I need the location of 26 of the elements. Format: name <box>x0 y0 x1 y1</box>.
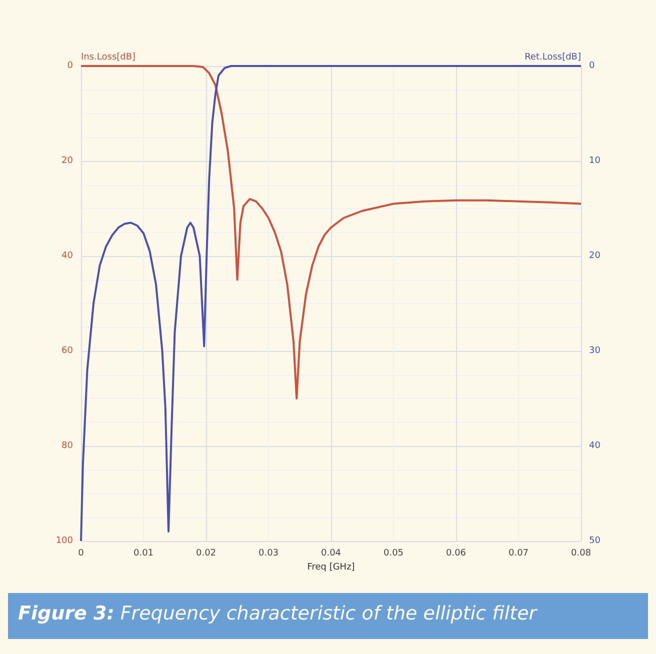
y-tick-label: 80 <box>62 441 74 451</box>
y2-tick-label: 10 <box>589 156 601 166</box>
y-tick-label: 20 <box>62 156 74 166</box>
y2-tick-label: 50 <box>589 536 601 546</box>
y-axis-title: Ins.Loss[dB] <box>81 52 136 62</box>
y-tick-label: 60 <box>62 346 74 356</box>
y2-tick-label: 30 <box>589 346 601 356</box>
y2-tick-label: 20 <box>589 251 601 261</box>
x-tick-label: 0.08 <box>570 548 592 558</box>
x-axis-title: Freq [GHz] <box>307 562 355 572</box>
x-tick-label: 0.05 <box>383 548 404 558</box>
x-tick-label: 0.06 <box>446 548 466 558</box>
x-tick-label: 0 <box>78 548 84 558</box>
caption: Figure 3: Frequency characteristic of the elliptic filter <box>18 602 538 624</box>
y2-tick-label: 40 <box>589 441 601 451</box>
x-tick-label: 0.01 <box>133 548 154 558</box>
line-series <box>80 65 582 542</box>
y2-tick-label: 0 <box>589 61 595 71</box>
x-tick-label: 0.03 <box>258 548 279 558</box>
x-tick-label: 0.07 <box>508 548 529 558</box>
y-tick-label: 40 <box>62 251 74 261</box>
y-tick-label: 100 <box>56 536 74 546</box>
x-tick-label: 0.04 <box>320 548 342 558</box>
y2-axis-title: Ret.Loss[dB] <box>524 52 581 62</box>
y-tick-label: 0 <box>67 61 74 71</box>
x-tick-label: 0.02 <box>196 548 216 558</box>
